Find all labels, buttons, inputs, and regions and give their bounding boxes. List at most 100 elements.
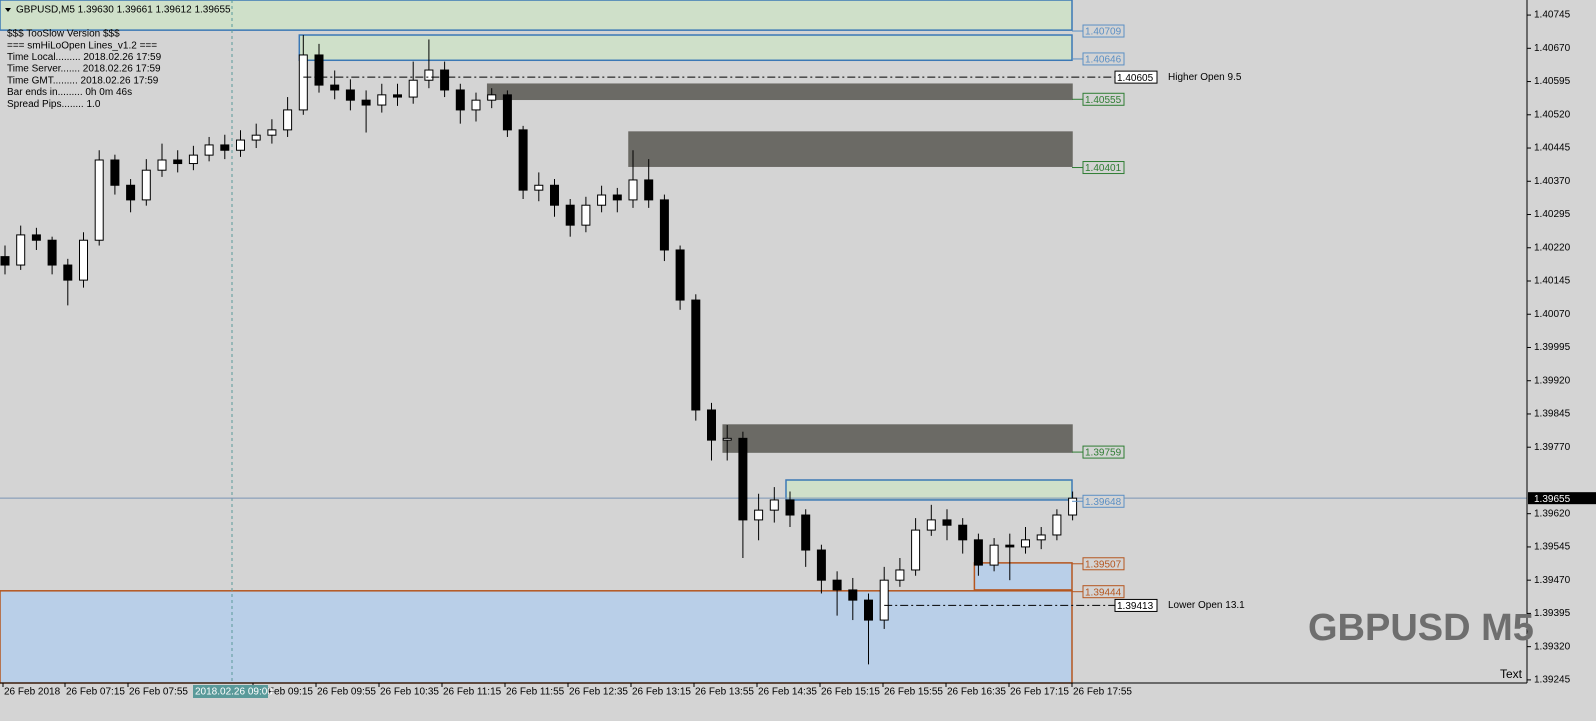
candle-body [298, 54, 308, 111]
y-tick-label: 1.40445 [1534, 143, 1571, 154]
candle-body [864, 599, 873, 621]
info-line: Bar ends in......... 0h 0m 46s [7, 87, 132, 98]
x-tick-label: 26 Feb 15:15 [821, 687, 880, 698]
open-price: 1.39413 [1117, 601, 1154, 612]
candle-body [487, 94, 497, 101]
candle-body [1005, 544, 1015, 548]
candle-body [816, 549, 826, 581]
x-tick-label: 26 Feb 07:55 [129, 687, 188, 698]
y-tick-label: 1.39395 [1534, 608, 1571, 619]
candle-body [345, 89, 355, 101]
candle-body [79, 239, 88, 281]
candle-body [361, 99, 371, 106]
candle-body [612, 194, 622, 201]
zone [973, 562, 1073, 591]
candle-body [251, 134, 261, 141]
candle-body [440, 69, 450, 91]
candle-body [1036, 534, 1046, 541]
info-line: Time Local......... 2018.02.26 17:59 [7, 52, 162, 63]
y-tick-label: 1.40220 [1534, 242, 1571, 253]
info-line: Spread Pips........ 1.0 [7, 99, 101, 110]
x-tick-label: 26 Feb 12:35 [569, 687, 628, 698]
candle-body [377, 94, 387, 106]
candle-body [408, 79, 418, 98]
candle-body [393, 94, 402, 98]
zone-label: 1.39648 [1085, 497, 1122, 508]
candle-body [801, 514, 811, 551]
x-tick-label: 26 Feb 15:55 [884, 687, 943, 698]
zone-label: 1.40646 [1085, 55, 1122, 66]
x-tick-label: 26 Feb 11:15 [443, 687, 502, 698]
zone-label: 1.40709 [1085, 27, 1122, 38]
zone [0, 0, 1073, 31]
candle-body [973, 539, 983, 566]
candle-body [550, 184, 559, 206]
y-tick-label: 1.39920 [1534, 375, 1571, 386]
zone [785, 479, 1073, 501]
candle-body [722, 437, 732, 441]
x-tick-label: 26 Feb 09:55 [317, 687, 376, 698]
y-tick-label: 1.40295 [1534, 209, 1571, 220]
zone-label-box [1082, 445, 1125, 459]
zone [722, 424, 1073, 453]
candle-body [534, 184, 544, 191]
info-line: $$$ TooSlow Version $$$ [7, 29, 120, 40]
x-tick-label: 26 Feb 10:35 [380, 687, 439, 698]
info-line: === smHiLoOpen Lines_v1.2 === [7, 40, 157, 51]
y-tick-label: 1.39770 [1534, 442, 1571, 453]
candle-body [220, 144, 230, 151]
open-label: Lower Open 13.1 [1168, 600, 1245, 611]
candle-body [31, 234, 41, 241]
open-price: 1.40605 [1117, 73, 1154, 84]
y-tick-label: 1.39545 [1534, 542, 1571, 553]
zone-label-box [1082, 585, 1125, 599]
candle-body [314, 54, 324, 86]
x-tick-label: 26 Feb 17:15 [1010, 687, 1069, 698]
y-tick-label: 1.39245 [1534, 675, 1571, 686]
current-price-box [1528, 492, 1596, 505]
candle-body [644, 179, 654, 201]
x-tick-label: 26 Feb 14:35 [758, 687, 817, 698]
zone-label: 1.40401 [1085, 163, 1122, 174]
info-line: Time Server....... 2018.02.26 17:59 [7, 64, 161, 75]
candle-body [204, 144, 214, 156]
cursor-time-box [193, 685, 268, 698]
candle-body [63, 264, 73, 281]
y-tick-label: 1.39620 [1534, 508, 1571, 519]
zone-label: 1.39507 [1085, 559, 1122, 570]
candle-body [738, 437, 748, 521]
zone-label-box [1082, 557, 1125, 571]
candle-body [267, 129, 277, 136]
x-tick-label: 26 Feb 2018 [4, 687, 61, 698]
candle-body [911, 529, 921, 571]
candle-body [330, 84, 340, 91]
zone-label-box [1082, 92, 1125, 106]
y-tick-label: 1.39845 [1534, 409, 1571, 420]
candle-body [455, 89, 465, 111]
y-tick-label: 1.40070 [1534, 309, 1571, 320]
candle-body [958, 524, 968, 541]
candle-body [173, 159, 183, 165]
candle-body [126, 184, 136, 201]
zone-label-box [1082, 494, 1125, 508]
chart-header: GBPUSD,M5 1.39630 1.39661 1.39612 1.3965… [16, 5, 231, 16]
candle-body [785, 499, 795, 516]
candle-body [236, 139, 245, 151]
zone [486, 83, 1073, 101]
x-tick-label: 26 Feb 13:55 [695, 687, 754, 698]
candle-body [471, 99, 481, 111]
info-line: Time GMT......... 2018.02.26 17:59 [7, 75, 159, 86]
menu-triangle[interactable] [5, 8, 11, 12]
y-tick-label: 1.40520 [1534, 109, 1571, 120]
y-tick-label: 1.39320 [1534, 641, 1571, 652]
candle-body [659, 199, 669, 251]
y-tick-label: 1.40595 [1534, 76, 1571, 87]
y-tick-label: 1.40145 [1534, 276, 1571, 287]
candle-body [1052, 514, 1062, 536]
y-tick-label: 1.39470 [1534, 575, 1571, 586]
candle-body [16, 234, 26, 266]
x-tick-label: 26 Feb 16:35 [947, 687, 1006, 698]
candle-body [502, 94, 512, 131]
candle-body [879, 579, 889, 621]
